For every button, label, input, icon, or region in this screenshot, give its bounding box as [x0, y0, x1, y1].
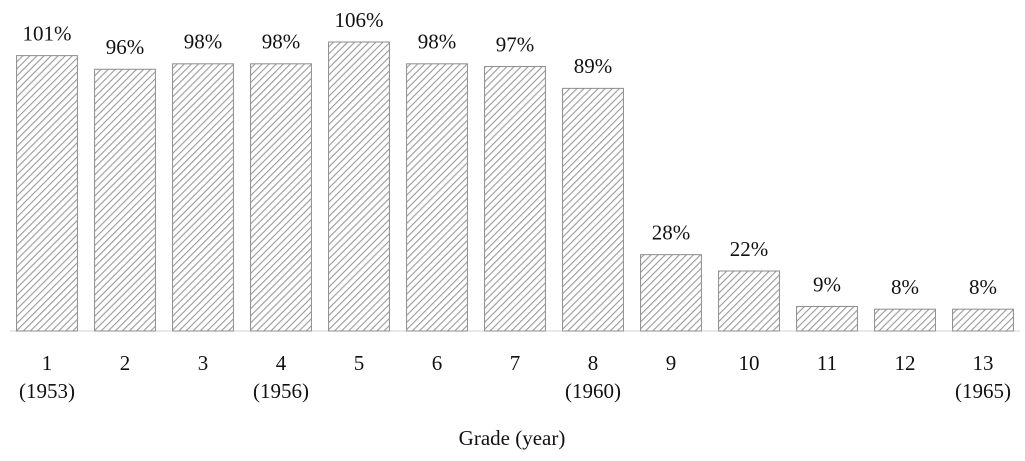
- x-tick-label: 6: [432, 351, 443, 375]
- value-label: 8%: [891, 275, 919, 299]
- value-label: 101%: [23, 21, 72, 45]
- x-tick-label: 8 (1960): [565, 351, 621, 403]
- x-tick-label: 7: [510, 351, 521, 375]
- bar: [874, 308, 936, 332]
- value-label: 98%: [262, 30, 301, 54]
- bar: [328, 41, 390, 332]
- x-tick-label: 4 (1956): [253, 351, 309, 403]
- value-label: 106%: [335, 8, 384, 32]
- x-tick-label: 1 (1953): [19, 351, 75, 403]
- bar: [718, 270, 780, 332]
- value-label: 28%: [652, 220, 691, 244]
- bar: [250, 63, 312, 332]
- bar: [172, 63, 234, 332]
- bar: [796, 305, 858, 332]
- value-label: 98%: [418, 30, 457, 54]
- value-label: 97%: [496, 32, 535, 56]
- x-tick-label: 11: [817, 351, 837, 375]
- x-axis-title: Grade (year): [459, 426, 566, 450]
- value-label: 98%: [184, 30, 223, 54]
- bar: [640, 254, 702, 332]
- x-tick-label: 2: [120, 351, 131, 375]
- bar: [406, 63, 468, 332]
- x-tick-label: 5: [354, 351, 365, 375]
- bar: [952, 308, 1014, 332]
- x-tick-label: 13 (1965): [955, 351, 1011, 403]
- value-label: 96%: [106, 35, 145, 59]
- x-tick-label: 10: [739, 351, 760, 375]
- x-tick-label: 9: [666, 351, 677, 375]
- value-label: 9%: [813, 272, 841, 296]
- bar: [484, 66, 546, 332]
- value-label: 89%: [574, 54, 613, 78]
- value-label: 8%: [969, 275, 997, 299]
- value-label: 22%: [730, 237, 769, 261]
- bar: [94, 68, 156, 332]
- bar: [562, 87, 624, 332]
- x-tick-label: 12: [895, 351, 916, 375]
- x-tick-label: 3: [198, 351, 209, 375]
- bar: [16, 55, 78, 332]
